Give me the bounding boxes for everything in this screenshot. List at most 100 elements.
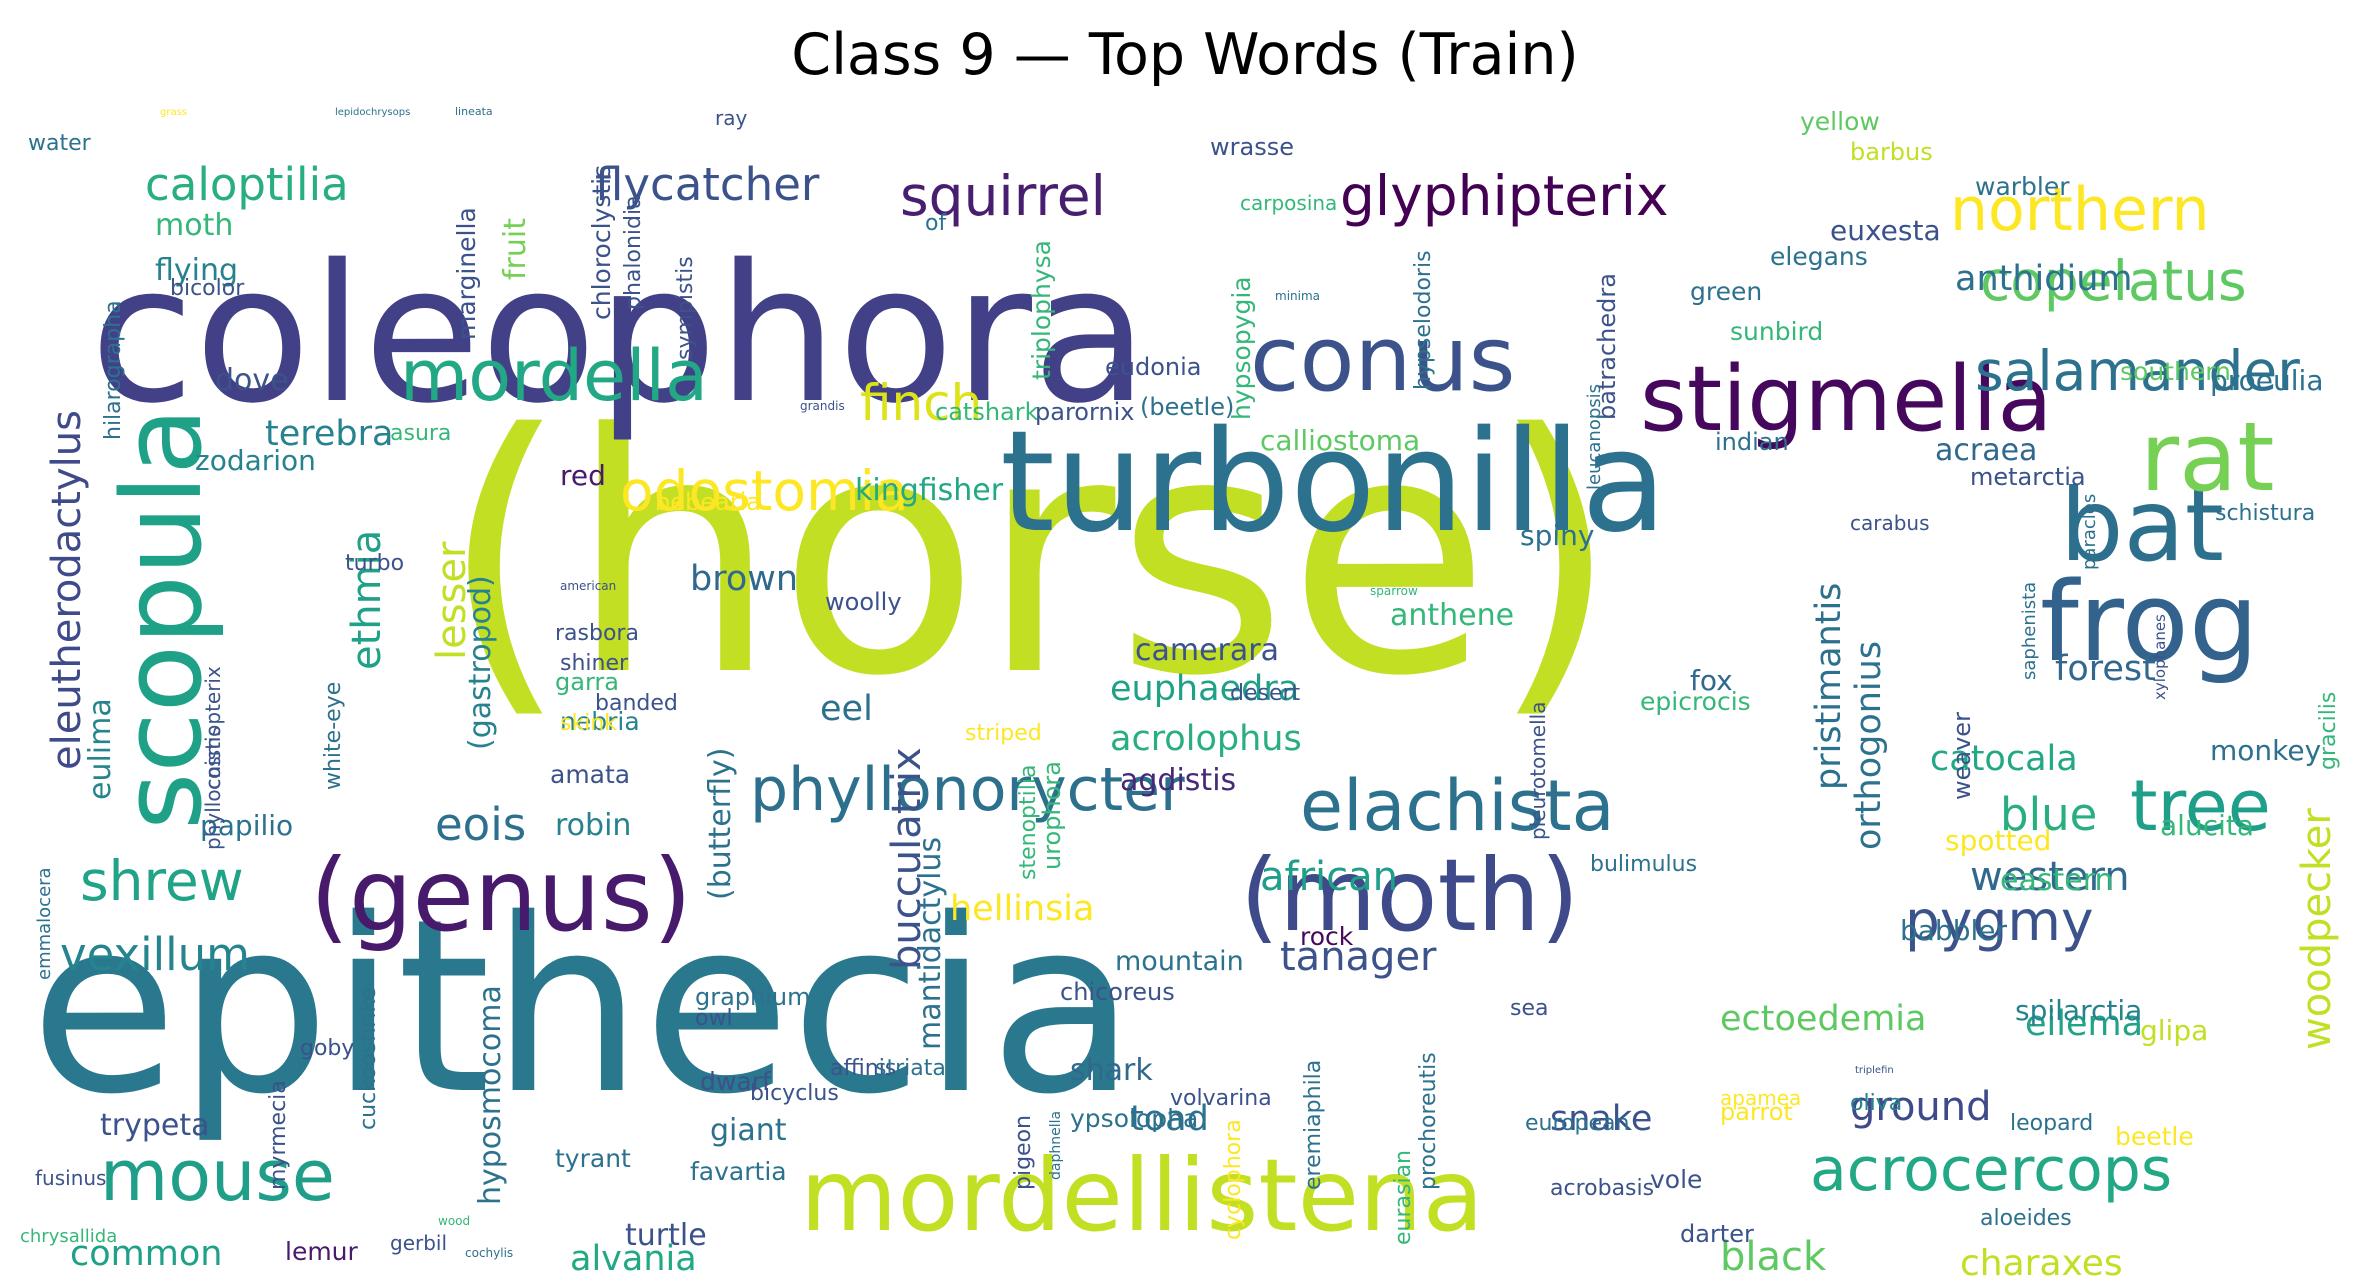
word-finch: finch — [860, 374, 982, 432]
word-chrysallida: chrysallida — [20, 1226, 117, 1247]
word-aloeides: aloeides — [1980, 1206, 2072, 1231]
word-cuckooshrike: cuckooshrike — [356, 987, 381, 1130]
word-stenoptilia: stenoptilia — [1016, 765, 1041, 880]
word-myrmecia: myrmecia — [266, 1080, 291, 1190]
word-red: red — [560, 459, 606, 492]
word-lemur: lemur — [285, 1237, 359, 1266]
word-sea: sea — [1510, 996, 1548, 1021]
word-woodpecker: woodpecker — [2294, 808, 2340, 1050]
word-eleutherodactylus: eleutherodactylus — [44, 410, 90, 770]
word-sympistis: sympistis — [673, 256, 698, 360]
word-wood: wood — [438, 1214, 470, 1228]
word-tree: tree — [2130, 765, 2271, 847]
word-eudonia: eudonia — [1105, 353, 1201, 381]
word-gracilis: gracilis — [2316, 692, 2341, 770]
word-euphaedra: euphaedra — [1110, 669, 1299, 709]
word-scopula: scopula — [98, 407, 226, 830]
word-vexillum: vexillum — [60, 928, 250, 981]
word-bicolor: bicolor — [170, 276, 245, 301]
word-garra: garra — [555, 668, 619, 696]
word-calliostoma: calliostoma — [1260, 424, 1420, 457]
word-skink: skink — [560, 711, 617, 736]
word-common: common — [70, 1234, 222, 1274]
word-flying: flying — [155, 253, 238, 288]
word-weaver: weaver — [1948, 712, 1976, 800]
word-chicoreus: chicoreus — [1060, 978, 1175, 1006]
word-mantidactylus: mantidactylus — [913, 837, 948, 1050]
word-mordella: mordella — [400, 335, 708, 417]
word-green: green — [1690, 277, 1762, 306]
word-spotted: spotted — [1945, 824, 2051, 857]
word-euxesta: euxesta — [1830, 214, 1941, 247]
word-sparrow: sparrow — [1370, 584, 1418, 598]
word-grandis: grandis — [800, 399, 845, 413]
word-beetle: beetle — [2115, 1122, 2194, 1151]
word-eulima: eulima — [83, 698, 118, 800]
word-phyllonorycter: phyllonorycter — [750, 755, 1185, 825]
word-metarctia: metarctia — [1970, 463, 2086, 491]
word-acrolophus: acrolophus — [1110, 719, 1302, 759]
word-conus: conus — [1250, 307, 1516, 412]
word-trypeta: trypeta — [100, 1108, 210, 1143]
word-salamander: salamander — [1975, 339, 2300, 403]
word-glyphipterix: glyphipterix — [1340, 164, 1669, 228]
word-bicyclus: bicyclus — [750, 1081, 839, 1106]
word-anthidium: anthidium — [1955, 259, 2132, 299]
word-fruit: fruit — [498, 218, 533, 280]
word-glipa: glipa — [2140, 1014, 2208, 1047]
word-anthene: anthene — [1390, 598, 1514, 633]
word-western: western — [1970, 854, 2130, 900]
word-gastropod: (gastropod) — [463, 575, 498, 750]
word-sunbird: sunbird — [1730, 317, 1823, 346]
word-ectoedemia: ectoedemia — [1720, 999, 1926, 1039]
word-charaxes: charaxes — [1960, 1243, 2123, 1284]
word-bulimulus: bulimulus — [1590, 852, 1697, 877]
word-european: european — [1525, 1111, 1629, 1136]
word-group: (horse)epitheciacoleophoramordellistenat… — [20, 105, 2341, 1284]
word-coleophora: coleophora — [90, 224, 1148, 445]
word-papilio: papilio — [200, 809, 293, 842]
word-acrocercops: acrocercops — [1810, 1135, 2172, 1205]
word-grass: grass — [160, 107, 187, 118]
word-bebearia: bebearia — [655, 488, 761, 516]
word-ypsolopha: ypsolopha — [1070, 1104, 1198, 1133]
word-marginella: marginella — [452, 207, 481, 340]
word-prochoreutis: prochoreutis — [1416, 1052, 1441, 1190]
word-pygmy: pygmy — [1905, 889, 2094, 953]
word-leopard: leopard — [2010, 1111, 2093, 1136]
word-mordellistena: mordellistena — [800, 1137, 1484, 1254]
word-fox: fox — [1690, 664, 1733, 697]
word-rock: rock — [1300, 922, 1354, 951]
word-frog: frog — [2040, 558, 2259, 686]
word-catocala: catocala — [1930, 739, 2078, 779]
word-tanager: tanager — [1280, 934, 1437, 980]
word-saphenista: saphenista — [2019, 582, 2040, 680]
word-leucanopsis: leucanopsis — [1584, 384, 1605, 490]
word-banded: banded — [595, 691, 678, 716]
word-affinis: affinis — [830, 1056, 896, 1081]
word-hellinsia: hellinsia — [950, 889, 1094, 929]
word-terebra: terebra — [265, 414, 393, 454]
word-turbo: turbo — [345, 551, 404, 576]
word-acrobasis: acrobasis — [1550, 1176, 1654, 1201]
word-lineata: lineata — [455, 105, 493, 118]
word-nebria: nebria — [560, 707, 640, 736]
word-carposina: carposina — [1240, 191, 1337, 215]
word-odostomia: odostomia — [620, 459, 909, 523]
word-hypsopygia: hypsopygia — [1227, 276, 1256, 420]
word-ground: ground — [1850, 1084, 1992, 1130]
word-desert: desert — [1230, 681, 1301, 706]
word-zodarion: zodarion — [195, 444, 316, 477]
word-brown: brown — [690, 559, 798, 599]
word-cochylis: cochylis — [465, 1246, 513, 1260]
word-woolly: woolly — [825, 588, 902, 616]
word-pigeon: pigeon — [1011, 1115, 1036, 1190]
word-graphium: graphium — [695, 983, 811, 1011]
word-blue: blue — [2000, 788, 2097, 841]
word-phyllocnistis: phyllocnistis — [201, 726, 225, 850]
word-northern: northern — [1950, 175, 2210, 245]
word-dwarf: dwarf — [700, 1067, 772, 1096]
word-black: black — [1720, 1234, 1827, 1280]
word-gerbil: gerbil — [390, 1231, 447, 1255]
